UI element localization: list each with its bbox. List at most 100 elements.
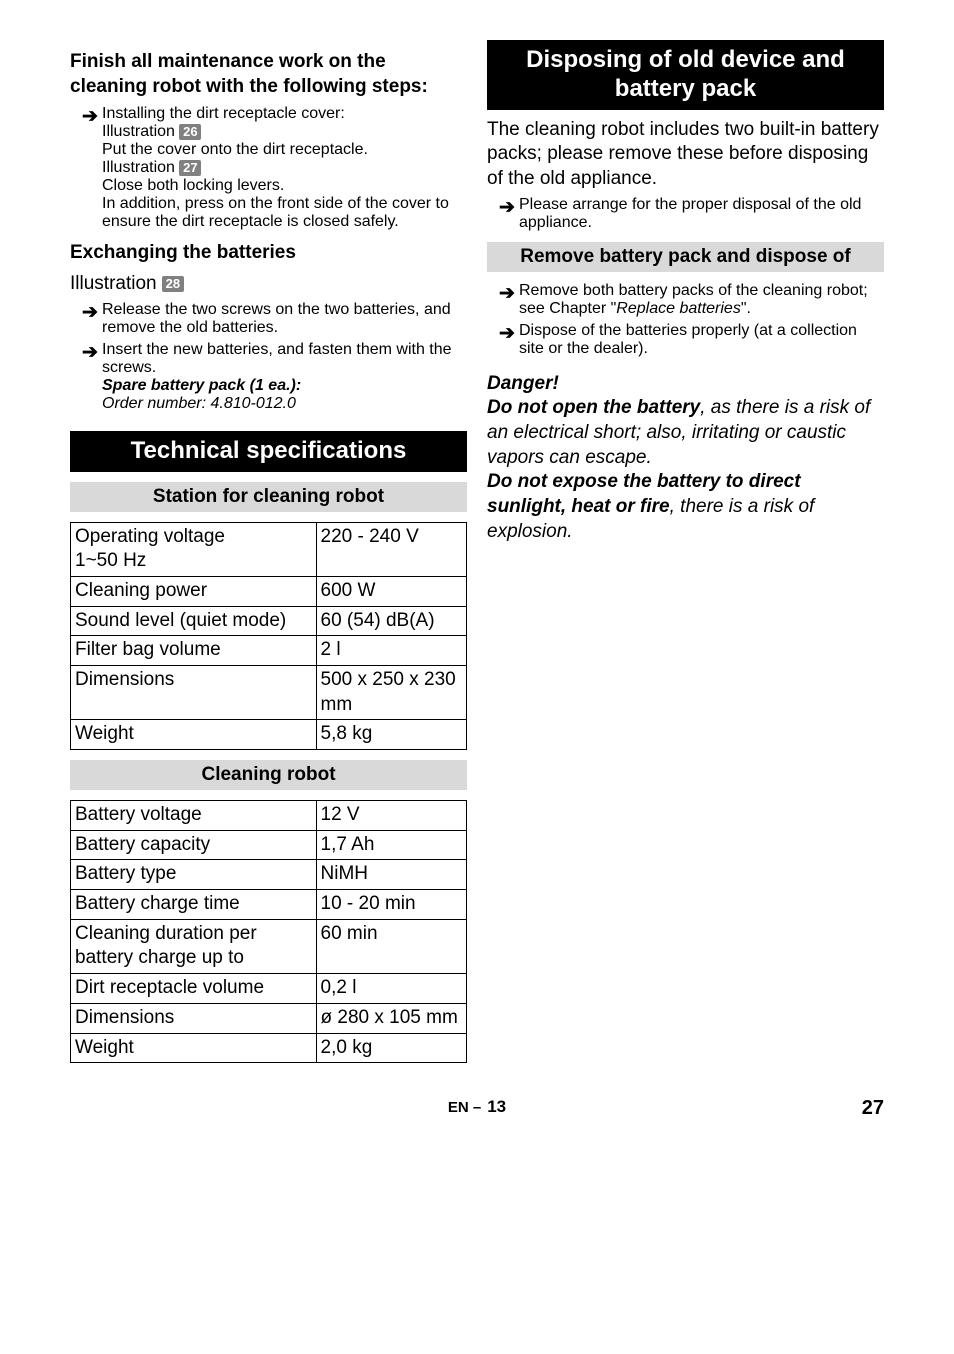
- station-table: Operating voltage 1~50 Hz220 - 240 VClea…: [70, 522, 467, 751]
- table-cell: 1,7 Ah: [316, 830, 466, 860]
- put-cover: Put the cover onto the dirt receptacle.: [102, 141, 368, 158]
- right-column: Disposing of old device and battery pack…: [487, 40, 884, 1073]
- table-row: Weight5,8 kg: [71, 720, 467, 750]
- footer: EN – 13 27: [70, 1097, 884, 1117]
- table-cell: 2,0 kg: [316, 1033, 466, 1063]
- exchange-heading: Exchanging the batteries: [70, 241, 467, 266]
- danger-block: Danger! Do not open the battery, as ther…: [487, 372, 884, 545]
- tech-heading: Technical specifications: [70, 431, 467, 472]
- table-cell: Battery type: [71, 860, 317, 890]
- remove1-step: ➔ Remove both battery packs of the clean…: [499, 282, 884, 318]
- table-cell: 500 x 250 x 230 mm: [316, 665, 466, 719]
- order-label: Order number: 4.810-012.0: [102, 395, 296, 412]
- robot-tbody: Battery voltage12 VBattery capacity1,7 A…: [71, 801, 467, 1063]
- table-cell: 0,2 l: [316, 974, 466, 1004]
- illus-28-line: Illustration 28: [70, 272, 467, 297]
- arrow-icon: ➔: [499, 282, 519, 307]
- table-cell: 2 l: [316, 636, 466, 666]
- install-text: Installing the dirt receptacle cover:: [102, 105, 345, 122]
- arrow-icon: ➔: [499, 322, 519, 347]
- table-cell: 60 (54) dB(A): [316, 606, 466, 636]
- table-cell: Weight: [71, 1033, 317, 1063]
- station-tbody: Operating voltage 1~50 Hz220 - 240 VClea…: [71, 522, 467, 750]
- table-row: Dirt receptacle volume0,2 l: [71, 974, 467, 1004]
- remove1-it: Replace batteries: [616, 300, 741, 317]
- table-cell: Cleaning duration per battery charge up …: [71, 919, 317, 973]
- table-cell: Dimensions: [71, 1003, 317, 1033]
- install-step: ➔ Installing the dirt receptacle cover: …: [82, 105, 467, 231]
- table-cell: Weight: [71, 720, 317, 750]
- table-cell: Dirt receptacle volume: [71, 974, 317, 1004]
- footer-absolute-page: 27: [862, 1097, 884, 1120]
- dispose-heading: Disposing of old device and battery pack: [487, 40, 884, 110]
- columns: Finish all maintenance work on the clean…: [70, 40, 884, 1073]
- remove2-text: Dispose of the batteries properly (at a …: [519, 322, 884, 358]
- table-cell: NiMH: [316, 860, 466, 890]
- table-row: Battery typeNiMH: [71, 860, 467, 890]
- table-cell: Battery capacity: [71, 830, 317, 860]
- table-row: Battery charge time10 - 20 min: [71, 890, 467, 920]
- finish-heading: Finish all maintenance work on the clean…: [70, 50, 467, 99]
- table-row: Battery voltage12 V: [71, 801, 467, 831]
- table-cell: Battery voltage: [71, 801, 317, 831]
- table-cell: 60 min: [316, 919, 466, 973]
- donot1a: Do not open the battery: [487, 397, 700, 418]
- table-row: Dimensions500 x 250 x 230 mm: [71, 665, 467, 719]
- illus-label-27: Illustration: [102, 159, 175, 176]
- illus-label-28: Illustration: [70, 273, 157, 294]
- table-row: Filter bag volume2 l: [71, 636, 467, 666]
- table-cell: 10 - 20 min: [316, 890, 466, 920]
- arrow-icon: ➔: [499, 196, 519, 221]
- table-row: Cleaning power600 W: [71, 576, 467, 606]
- table-row: Weight2,0 kg: [71, 1033, 467, 1063]
- table-row: Sound level (quiet mode)60 (54) dB(A): [71, 606, 467, 636]
- table-cell: Sound level (quiet mode): [71, 606, 317, 636]
- table-row: Dimensionsø 280 x 105 mm: [71, 1003, 467, 1033]
- station-heading: Station for cleaning robot: [70, 482, 467, 512]
- insert-step: ➔ Insert the new batteries, and fasten t…: [82, 341, 467, 413]
- install-body: Installing the dirt receptacle cover: Il…: [102, 105, 467, 231]
- table-cell: 600 W: [316, 576, 466, 606]
- illus-label-26: Illustration: [102, 123, 175, 140]
- table-cell: 220 - 240 V: [316, 522, 466, 576]
- robot-table: Battery voltage12 VBattery capacity1,7 A…: [70, 800, 467, 1063]
- insert-text: Insert the new batteries, and fasten the…: [102, 341, 452, 376]
- table-row: Battery capacity1,7 Ah: [71, 830, 467, 860]
- footer-lang: EN –: [448, 1099, 481, 1116]
- please-text: Please arrange for the proper disposal o…: [519, 196, 884, 232]
- table-cell: 5,8 kg: [316, 720, 466, 750]
- remove1-body: Remove both battery packs of the cleanin…: [519, 282, 884, 318]
- table-cell: ø 280 x 105 mm: [316, 1003, 466, 1033]
- arrow-icon: ➔: [82, 341, 102, 366]
- table-cell: Operating voltage 1~50 Hz: [71, 522, 317, 576]
- release-text: Release the two screws on the two batter…: [102, 301, 467, 337]
- illus-num-27: 27: [179, 160, 201, 176]
- illus-num-26: 26: [179, 124, 201, 140]
- please-step: ➔ Please arrange for the proper disposal…: [499, 196, 884, 232]
- illus-num-28: 28: [162, 276, 184, 292]
- page: Finish all maintenance work on the clean…: [0, 0, 954, 1147]
- table-row: Cleaning duration per battery charge up …: [71, 919, 467, 973]
- table-row: Operating voltage 1~50 Hz220 - 240 V: [71, 522, 467, 576]
- dispose-intro: The cleaning robot includes two built-in…: [487, 118, 884, 192]
- table-cell: Filter bag volume: [71, 636, 317, 666]
- spacer: [70, 417, 467, 431]
- left-column: Finish all maintenance work on the clean…: [70, 40, 467, 1073]
- remove-heading: Remove battery pack and dispose of: [487, 242, 884, 272]
- press-front: In addition, press on the front side of …: [102, 195, 449, 230]
- insert-body: Insert the new batteries, and fasten the…: [102, 341, 467, 413]
- remove1-end: ".: [741, 300, 751, 317]
- table-cell: 12 V: [316, 801, 466, 831]
- close-lock: Close both locking levers.: [102, 177, 284, 194]
- table-cell: Battery charge time: [71, 890, 317, 920]
- table-cell: Dimensions: [71, 665, 317, 719]
- table-cell: Cleaning power: [71, 576, 317, 606]
- spare-label: Spare battery pack (1 ea.):: [102, 377, 301, 394]
- danger-label: Danger!: [487, 373, 559, 394]
- footer-inpage: 13: [487, 1097, 506, 1117]
- robot-heading: Cleaning robot: [70, 760, 467, 790]
- remove2-step: ➔ Dispose of the batteries properly (at …: [499, 322, 884, 358]
- release-step: ➔ Release the two screws on the two batt…: [82, 301, 467, 337]
- arrow-icon: ➔: [82, 105, 102, 130]
- arrow-icon: ➔: [82, 301, 102, 326]
